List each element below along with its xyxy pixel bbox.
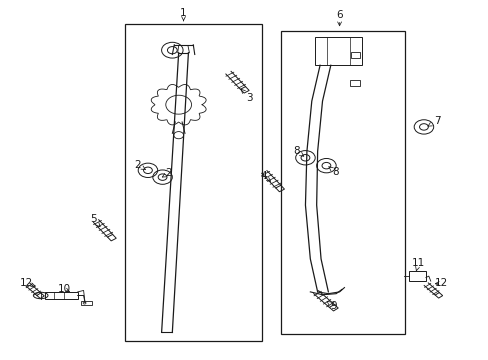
Text: 11: 11 <box>411 258 425 271</box>
Bar <box>44 292 78 299</box>
Text: 9: 9 <box>326 301 336 311</box>
Text: 5: 5 <box>90 215 100 227</box>
Text: 12: 12 <box>433 278 447 288</box>
Bar <box>350 51 359 58</box>
Bar <box>408 271 425 281</box>
Bar <box>349 80 359 86</box>
Bar <box>125 24 261 341</box>
Text: 12: 12 <box>20 278 36 288</box>
Text: 8: 8 <box>328 167 338 177</box>
Text: 4: 4 <box>260 171 270 181</box>
Bar <box>315 37 361 65</box>
Text: 2: 2 <box>134 159 145 170</box>
Text: 8: 8 <box>293 146 303 156</box>
Bar <box>81 301 92 305</box>
Text: 3: 3 <box>241 89 252 103</box>
Text: 6: 6 <box>336 10 342 20</box>
Text: 2: 2 <box>162 168 172 178</box>
Text: 7: 7 <box>427 116 440 126</box>
Text: 1: 1 <box>180 8 186 18</box>
Text: 10: 10 <box>58 284 70 294</box>
Bar <box>281 31 405 334</box>
